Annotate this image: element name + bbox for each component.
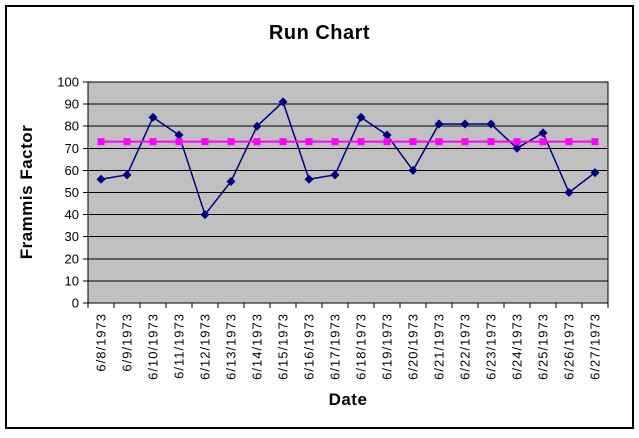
diamond-marker [356, 112, 366, 122]
x-tick-label: 6/9/1973 [120, 313, 135, 372]
x-tick-label: 6/17/1973 [328, 313, 343, 380]
square-marker [227, 138, 235, 146]
square-marker [305, 138, 313, 146]
square-marker [279, 138, 287, 146]
square-marker [201, 138, 209, 146]
diamond-marker [200, 210, 210, 220]
x-tick-label: 6/19/1973 [380, 313, 395, 380]
y-tick-label: 70 [65, 141, 79, 156]
diamond-marker [434, 119, 444, 129]
square-marker [565, 138, 573, 146]
x-axis-title: Date [328, 390, 368, 409]
square-marker [461, 138, 469, 146]
x-tick-label: 6/22/1973 [458, 313, 473, 380]
square-marker [539, 138, 547, 146]
x-tick-label: 6/26/1973 [562, 313, 577, 380]
diamond-marker [304, 174, 314, 184]
x-tick-label: 6/14/1973 [250, 313, 265, 380]
square-marker [97, 138, 105, 146]
y-tick-label: 20 [65, 251, 79, 266]
square-marker [591, 138, 599, 146]
square-marker [123, 138, 131, 146]
x-tick-label: 6/20/1973 [406, 313, 421, 380]
square-marker [331, 138, 339, 146]
diamond-marker [278, 97, 288, 107]
diamond-marker [460, 119, 470, 129]
diamond-marker [538, 128, 548, 138]
square-marker [357, 138, 365, 146]
x-tick-label: 6/15/1973 [276, 313, 291, 380]
diamond-marker [252, 121, 262, 131]
x-tick-label: 6/13/1973 [224, 313, 239, 380]
x-tick-label: 6/10/1973 [146, 313, 161, 380]
y-tick-label: 100 [57, 75, 79, 90]
x-tick-label: 6/27/1973 [588, 313, 603, 380]
x-tick-label: 6/12/1973 [198, 313, 213, 380]
x-tick-label: 6/8/1973 [94, 313, 109, 372]
y-tick-label: 60 [65, 163, 79, 178]
diamond-marker [226, 176, 236, 186]
x-tick-label: 6/24/1973 [510, 313, 525, 380]
chart-title: Run Chart [268, 22, 371, 44]
y-tick-label: 90 [65, 97, 79, 112]
square-marker [513, 138, 521, 146]
y-tick-label: 80 [65, 119, 79, 134]
x-tick-label: 6/18/1973 [354, 313, 369, 380]
square-marker [175, 138, 183, 146]
square-marker [383, 138, 391, 146]
y-tick-label: 0 [72, 296, 79, 311]
x-tick-label: 6/11/1973 [172, 313, 187, 379]
square-marker [149, 138, 157, 146]
diamond-marker [564, 188, 574, 197]
diamond-marker [96, 174, 106, 184]
y-tick-label: 50 [65, 185, 79, 200]
square-marker [253, 138, 261, 146]
y-tick-label: 10 [65, 273, 79, 288]
square-marker [487, 138, 495, 146]
diamond-marker [330, 170, 340, 180]
diamond-marker [512, 143, 522, 153]
diamond-marker [122, 170, 132, 180]
x-tick-label: 6/16/1973 [302, 313, 317, 380]
diamond-marker [590, 168, 600, 178]
x-tick-label: 6/25/1973 [536, 313, 551, 380]
diamond-marker [148, 112, 158, 122]
diamond-marker [486, 119, 496, 129]
x-tick-label: 6/23/1973 [484, 313, 499, 380]
y-tick-label: 40 [65, 207, 79, 222]
square-marker [409, 138, 417, 146]
square-marker [435, 138, 443, 146]
diamond-marker [382, 130, 392, 140]
y-tick-label: 30 [65, 229, 79, 244]
x-tick-label: 6/21/1973 [432, 313, 447, 380]
diamond-marker [174, 130, 184, 140]
diamond-marker [408, 165, 418, 175]
series-line-frammis-factor [100, 100, 596, 217]
